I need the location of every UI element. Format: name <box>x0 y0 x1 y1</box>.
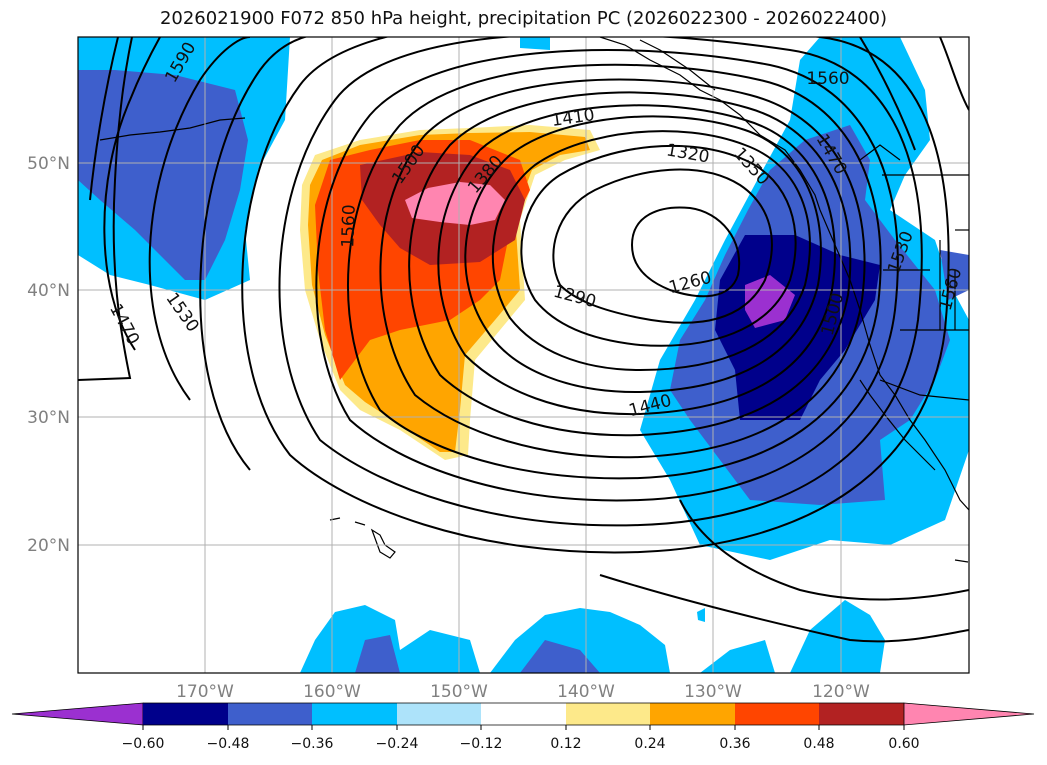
lat-label: 40°N <box>27 281 70 301</box>
colorbar-segment <box>228 703 312 725</box>
colorbar-tick-label: −0.48 <box>207 736 250 752</box>
colorbar-tick-label: 0.48 <box>803 736 834 752</box>
map-title: 2026021900 F072 850 hPa height, precipit… <box>159 8 888 29</box>
precip-negative-east <box>640 37 969 560</box>
lon-label: 170°W <box>176 682 234 702</box>
lon-label: 120°W <box>812 682 870 702</box>
lon-label: 150°W <box>430 682 488 702</box>
colorbar-extend-below <box>11 702 144 726</box>
colorbar-extend-above <box>903 702 1035 726</box>
colorbar-segment <box>566 703 650 725</box>
colorbar-tick-labels: −0.60 −0.48 −0.36 −0.24 −0.12 0.12 0.24 … <box>122 736 920 752</box>
longitude-labels: 170°W 160°W 150°W 140°W 130°W 120°W <box>176 682 870 702</box>
map-plot-area: 1590 1500 1410 1560 1320 1380 1350 1470 … <box>78 37 969 673</box>
colorbar-tick-label: 0.36 <box>719 736 750 752</box>
colorbar-segment <box>397 703 481 725</box>
colorbar-segment <box>312 703 397 725</box>
lat-label: 30°N <box>27 408 70 428</box>
colorbar-segment <box>143 703 228 725</box>
map-frame <box>77 36 970 674</box>
colorbar-tick-label: 0.12 <box>550 736 581 752</box>
colorbar-segment <box>735 703 819 725</box>
colorbar-segment <box>819 703 904 725</box>
lon-label: 160°W <box>303 682 361 702</box>
lon-label: 130°W <box>684 682 742 702</box>
colorbar-tick-label: −0.36 <box>291 736 334 752</box>
lat-label: 50°N <box>27 154 70 174</box>
colorbar-tick-label: −0.60 <box>122 736 165 752</box>
colorbar-tick-label: 0.24 <box>634 736 665 752</box>
latitude-labels: 50°N 40°N 30°N 20°N <box>27 154 70 556</box>
colorbar-tick-label: −0.12 <box>460 736 503 752</box>
colorbar-tick-label: −0.24 <box>376 736 419 752</box>
colorbar-tick-label: 0.60 <box>888 736 919 752</box>
contour-label: 1560 <box>338 204 359 248</box>
precip-positive-central <box>300 125 600 460</box>
colorbar-ticks <box>142 725 905 730</box>
colorbar-segment <box>481 703 566 725</box>
colorbar-segment <box>650 703 735 725</box>
precip-negative-south <box>300 37 885 673</box>
height-contours <box>78 37 969 643</box>
lat-label: 20°N <box>27 536 70 556</box>
lon-label: 140°W <box>557 682 615 702</box>
contour-label: 1560 <box>806 69 849 89</box>
colorbar: −0.60 −0.48 −0.36 −0.24 −0.12 0.12 0.24 … <box>11 702 1035 752</box>
